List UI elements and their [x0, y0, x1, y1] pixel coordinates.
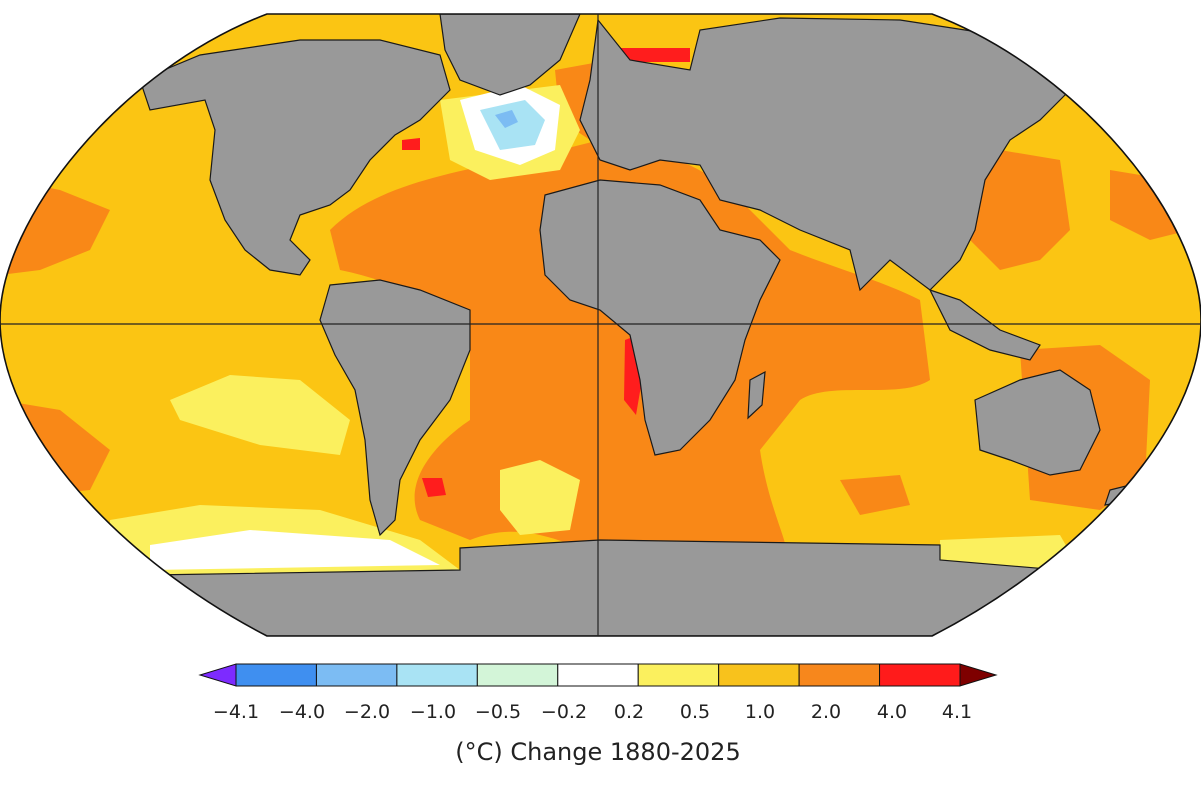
colorbar-tick-label: −1.0	[410, 701, 456, 723]
ocean-anomaly-blue-north-atlantic	[495, 110, 518, 128]
colorbar-tick-label: 4.0	[877, 701, 907, 723]
colorbar-segment	[396, 663, 478, 687]
ocean-anomaly-red-barents	[615, 48, 690, 62]
land-north-america	[139, 39, 451, 276]
colorbar-tick-label: 2.0	[811, 701, 841, 723]
land-southeast-asia	[928, 288, 1041, 361]
colorbar-tick-label: 1.0	[745, 701, 775, 723]
colorbar-tick-label: −4.0	[279, 701, 325, 723]
land-antarctica	[149, 539, 1063, 636]
colorbar-segment	[959, 663, 998, 687]
colorbar-segments	[198, 663, 998, 687]
colorbar-segment	[879, 663, 961, 687]
ocean-anomaly-red-gulf-maine	[402, 138, 420, 150]
ocean-anomaly-yellow-south-atlantic	[500, 460, 580, 535]
land-madagascar	[747, 370, 766, 420]
colorbar-segment	[315, 663, 398, 687]
land-greenland	[439, 14, 581, 96]
colorbar-segment	[198, 663, 237, 687]
colorbar: −4.1 −4.0 −2.0 −1.0 −0.5 −0.2 0.2 0.5 1.0 2.0 4.0 4…	[198, 663, 998, 766]
colorbar-tick-label: −4.1	[213, 701, 259, 723]
colorbar-segment	[637, 663, 720, 687]
map-globe	[0, 13, 1201, 637]
map-outline	[0, 13, 1201, 637]
ocean-anomaly-orange-south-indian	[840, 475, 910, 515]
colorbar-tick-label: 4.1	[942, 701, 972, 723]
ocean-anomaly-light-blue-north-atlantic	[480, 100, 545, 150]
ocean-anomaly-yellow-southern-east	[940, 535, 1080, 570]
land-africa	[539, 179, 781, 456]
colorbar-tick-label: 0.5	[680, 701, 710, 723]
colorbar-tick-label: 0.2	[614, 701, 644, 723]
colorbar-title: (°C) Change 1880-2025	[455, 738, 740, 766]
colorbar-tick-label: −0.2	[541, 701, 587, 723]
ocean-anomaly-yellow-south-pacific	[170, 375, 350, 455]
ocean-anomaly-red-south-atlantic	[422, 478, 446, 497]
land-masses	[139, 14, 1152, 636]
colorbar-tick-label: −2.0	[344, 701, 390, 723]
land-south-america	[319, 279, 471, 537]
ocean-anomaly-white-southern	[150, 530, 440, 570]
ocean-anomaly-orange-west-pacific	[970, 150, 1070, 270]
colorbar-segment	[798, 663, 881, 687]
colorbar-tick-labels: −4.1 −4.0 −2.0 −1.0 −0.5 −0.2 0.2 0.5 1.0 2.0 4.0 4…	[213, 701, 972, 723]
colorbar-segment	[557, 663, 639, 687]
land-australia	[974, 369, 1101, 476]
colorbar-segment	[235, 663, 317, 687]
colorbar-segment	[718, 663, 800, 687]
colorbar-tick-label: −0.5	[475, 701, 521, 723]
colorbar-segment	[476, 663, 559, 687]
